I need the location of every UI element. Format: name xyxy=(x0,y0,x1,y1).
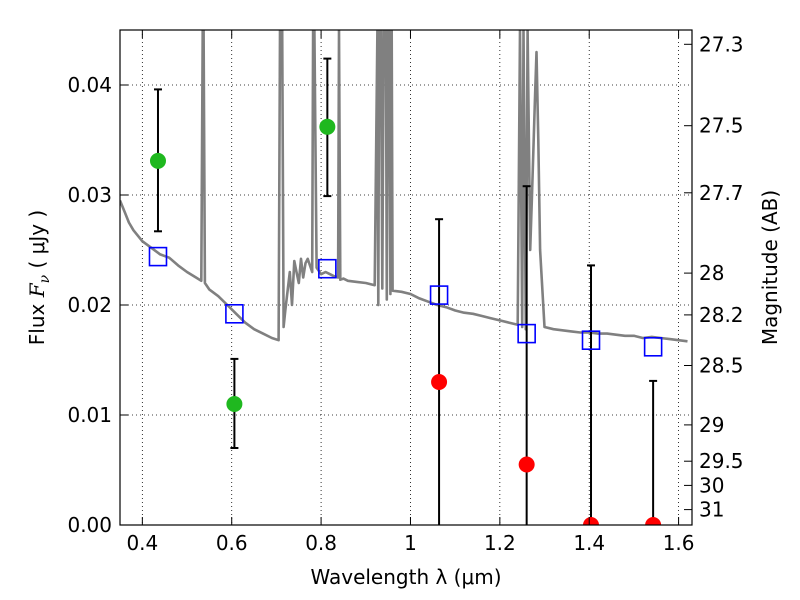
nondetection-point xyxy=(518,456,535,473)
model-flux-marker xyxy=(581,330,601,351)
y-axis-label-prefix: Flux xyxy=(25,297,49,345)
y-tick-label: 0.04 xyxy=(67,73,112,97)
model-flux-marker xyxy=(225,303,244,324)
plot-frame xyxy=(119,29,693,526)
y-tick-label: 0.00 xyxy=(67,513,112,537)
x-tick-label: 0.4 xyxy=(126,531,158,555)
nondetection-point xyxy=(645,517,662,525)
y-axis-label: Flux Fν ( μJy ) xyxy=(25,210,53,345)
right-tick-label: 27.3 xyxy=(699,32,744,56)
right-tick-label: 28.2 xyxy=(699,303,744,327)
x-tick-label: 0.8 xyxy=(305,531,337,555)
right-tick-label: 29 xyxy=(699,413,724,437)
y-tick-label: 0.03 xyxy=(67,183,112,207)
x-tick-label: 0.6 xyxy=(216,531,248,555)
x-tick-label: 1.6 xyxy=(663,531,695,555)
y-tick-label: 0.01 xyxy=(67,403,112,427)
sed-model-curve xyxy=(120,30,688,343)
right-tick-label: 27.5 xyxy=(699,114,744,138)
nondetection-point xyxy=(431,374,448,390)
x-tick-label: 1.2 xyxy=(484,531,516,555)
model-flux-marker xyxy=(148,246,168,267)
nondetection-point xyxy=(583,517,600,525)
y-tick-label: 0.02 xyxy=(67,293,112,317)
y-axis-label-subscript: ν xyxy=(37,274,53,283)
right-tick-label: 27.7 xyxy=(699,181,744,205)
right-axis-label: Magnitude (AB) xyxy=(758,190,782,345)
ticks: 0.4 0.6 0.8 1 1.2 1.4 1.6 0.00 0.01 0.02 0.03 0.04 2… xyxy=(67,30,744,555)
right-tick-label: 28.5 xyxy=(699,354,744,378)
right-tick-label: 30 xyxy=(699,473,724,497)
detection-point xyxy=(149,152,166,169)
model-flux-markers xyxy=(148,246,663,357)
model-flux-marker xyxy=(318,258,337,279)
sed-model-layer xyxy=(120,30,688,343)
model-flux-marker xyxy=(517,323,536,344)
detection-point xyxy=(226,396,243,412)
right-tick-label: 29.5 xyxy=(699,449,744,473)
model-flux-marker xyxy=(643,336,663,357)
y-axis-label-suffix: ( μJy ) xyxy=(25,210,49,275)
y-axis-label-symbol: F xyxy=(25,282,49,298)
x-tick-label: 1.4 xyxy=(573,531,605,555)
right-tick-label: 28 xyxy=(699,261,724,285)
x-axis-label: Wavelength λ (μm) xyxy=(310,565,501,589)
observed-flux-markers xyxy=(149,118,662,525)
model-flux-marker xyxy=(429,285,449,305)
right-tick-label: 31 xyxy=(699,498,724,522)
x-tick-label: 1 xyxy=(404,531,417,555)
detection-point xyxy=(319,118,336,135)
